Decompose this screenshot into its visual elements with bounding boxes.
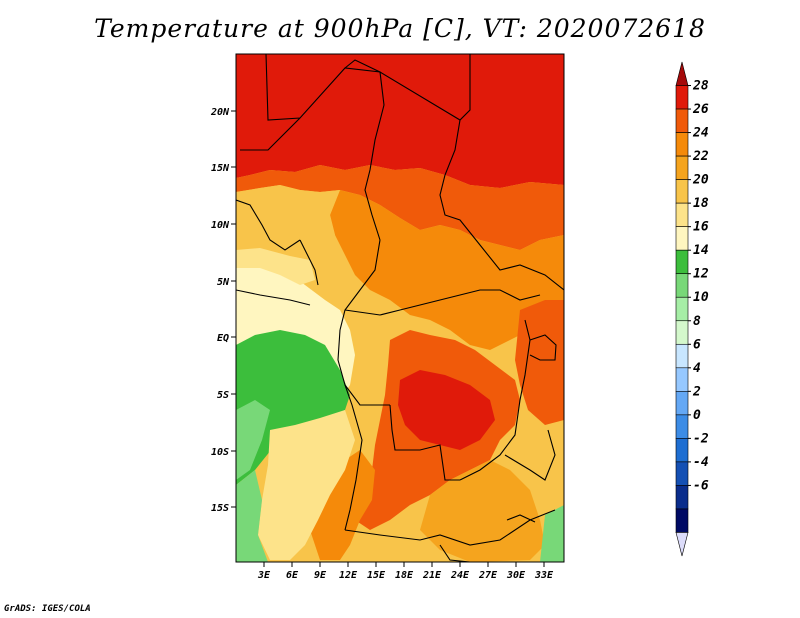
colorbar-label: -6 <box>693 478 709 493</box>
lon-label-15e: 15E <box>367 570 386 581</box>
colorbar-swatch <box>675 343 689 369</box>
colorbar-swatch <box>675 202 689 227</box>
field-24-central <box>330 190 564 350</box>
lat-label-10s: 10S <box>211 447 229 458</box>
colorbar-swatch <box>675 367 689 392</box>
colorbar-swatch <box>675 461 689 486</box>
colorbar-swatch <box>675 438 689 463</box>
lat-axis: 20N 15N 10N 5N EQ 5S 10S 15S <box>210 107 236 514</box>
lon-label-27e: 27E <box>478 570 498 581</box>
colorbar-swatch <box>675 532 689 557</box>
field-14-atlantic <box>236 330 350 485</box>
colorbar-swatch <box>675 296 689 322</box>
lat-label-15s: 15S <box>211 503 229 514</box>
field-12-southwest <box>236 470 268 562</box>
grads-credit: GrADS: IGES/COLA <box>4 604 91 614</box>
field-18-angola <box>258 410 355 560</box>
lon-label-3e: 3E <box>257 570 271 581</box>
colorbar-label: 6 <box>693 337 701 352</box>
field-24-south <box>310 450 375 560</box>
map-frame <box>235 53 565 563</box>
colorbar-label: 2 <box>692 384 701 399</box>
lat-label-20n: 20N <box>210 107 230 118</box>
colorbar-label: 28 <box>692 79 709 94</box>
field-26-sahel <box>236 165 564 250</box>
colorbar-label: -4 <box>693 455 709 470</box>
colorbar-label: 18 <box>693 196 709 211</box>
field-28-congo <box>398 370 495 450</box>
colorbar-label: 4 <box>693 361 701 376</box>
lon-label-6e: 6E <box>286 570 299 581</box>
colorbar-label: 22 <box>692 149 709 164</box>
colorbar-swatch <box>675 85 689 110</box>
field-18-nigeria-coast <box>236 248 315 285</box>
lon-label-18e: 18E <box>395 570 414 581</box>
lon-label-12e: 12E <box>339 570 358 581</box>
lon-label-30e: 30E <box>506 570 526 581</box>
colorbar-swatch <box>675 179 689 204</box>
lon-axis: 3E 6E 9E 12E 15E 18E 21E 24E 27E 30E 33E <box>257 562 554 581</box>
field-12-southeast <box>540 505 564 562</box>
colorbar-swatch <box>675 320 689 345</box>
field-12-atlantic <box>236 400 270 480</box>
colorbar-swatch <box>675 391 689 416</box>
lon-label-33e: 33E <box>534 570 554 581</box>
temperature-field <box>236 54 564 562</box>
colorbar-label: -2 <box>693 431 709 446</box>
lon-label-24e: 24E <box>450 570 470 581</box>
colorbar-swatch <box>675 61 689 86</box>
lat-label-eq: EQ <box>217 333 229 344</box>
colorbar-swatch <box>675 485 689 510</box>
colorbar-swatch <box>675 226 689 251</box>
colorbar-label: 24 <box>692 126 709 141</box>
colorbar-label: 12 <box>693 267 709 282</box>
colorbar-swatch <box>675 108 689 133</box>
map-title: Temperature at 900hPa [C], VT: 202007261… <box>94 14 706 43</box>
colorbar-label: 0 <box>693 408 701 423</box>
colorbar-swatch <box>675 249 689 275</box>
lat-label-5s: 5S <box>217 390 229 401</box>
colorbar-label: 16 <box>693 220 709 235</box>
country-borders <box>236 54 564 562</box>
colorbar-swatch <box>675 132 689 157</box>
colorbar-swatch <box>675 414 689 439</box>
colorbar-swatch <box>675 273 689 298</box>
lon-label-21e: 21E <box>422 570 442 581</box>
lat-label-10n: 10N <box>211 220 230 231</box>
colorbar-swatch <box>675 508 689 533</box>
colorbar-label: 8 <box>693 314 701 329</box>
colorbar-swatch <box>675 155 689 180</box>
lat-label-15n: 15N <box>211 163 230 174</box>
colorbar-label: 14 <box>693 243 709 258</box>
lat-label-5n: 5N <box>217 277 230 288</box>
field-20-sahel-west <box>236 185 340 265</box>
field-22-southeast <box>420 460 545 562</box>
lon-label-9e: 9E <box>314 570 327 581</box>
field-28-north <box>236 54 564 188</box>
colorbar-label: 20 <box>692 173 709 188</box>
colorbar-label: 26 <box>692 102 709 117</box>
colorbar-label: 10 <box>693 290 709 305</box>
